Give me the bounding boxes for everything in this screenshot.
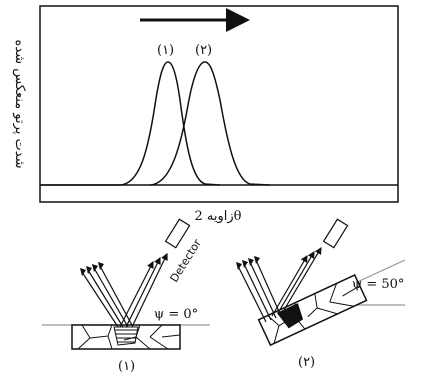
incident-beam-left-1 (81, 271, 119, 328)
case-label-2: (۲) (298, 355, 315, 370)
detector-box-left (164, 218, 191, 249)
incident-arrowheads-right (236, 256, 260, 270)
diffracted-beam-right-1 (271, 254, 308, 317)
case-psi-50: ψ = 50° (۲) (236, 218, 406, 370)
peak-label-2: (۲) (195, 43, 212, 58)
incident-beam-right-2 (243, 263, 272, 321)
diffracted-beam-left-2 (125, 256, 161, 328)
peak-curve-1 (40, 61, 221, 186)
diffracting-grain-right (276, 303, 304, 329)
case-label-1: (۱) (118, 359, 135, 374)
y-axis-label: شدت پرتو منعکس شده (12, 40, 27, 169)
peak-label-1: (۱) (157, 43, 174, 58)
diffracting-grain-left (113, 326, 139, 346)
incident-beam-left-4 (99, 265, 134, 328)
incident-beam-right-3 (249, 261, 277, 319)
peak-curve-2 (149, 61, 271, 186)
psi-label-right: ψ = 50° (352, 277, 404, 292)
diffracted-beam-right-2 (277, 250, 315, 314)
diffracted-beam-left-1 (119, 260, 154, 328)
diffracted-beam-right-3 (283, 246, 322, 311)
psi-label-left: ψ = 0° (154, 307, 198, 322)
detector-box-right (322, 218, 349, 249)
specimen-right (257, 273, 368, 347)
case-psi-0: Detector ψ = 0° (۱) (42, 218, 210, 374)
plot-frame (39, 5, 399, 203)
incident-beam-left-2 (87, 269, 124, 328)
incident-beam-left-3 (93, 267, 129, 328)
diffracted-beam-left-3 (131, 252, 168, 328)
incident-arrowheads-left (80, 262, 104, 276)
incident-beam-right-1 (237, 265, 267, 323)
x-axis-label: زاویه 2θ (195, 209, 242, 224)
xrd-plot: (۱) (۲) شدت پرتو منعکس شده زاویه 2θ (12, 5, 399, 224)
